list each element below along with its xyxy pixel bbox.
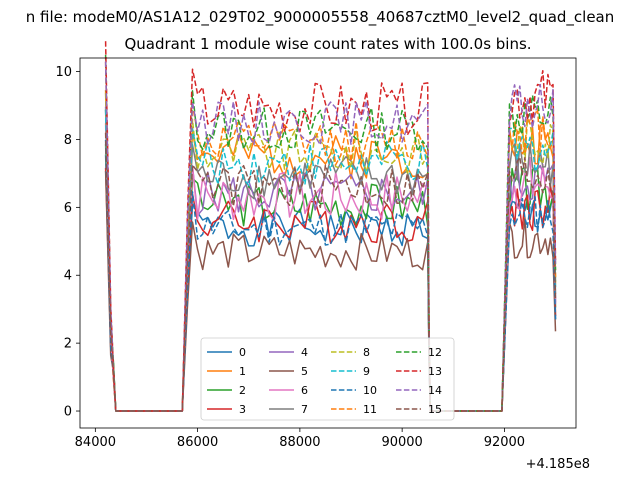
legend-label-1: 1 [239,365,246,378]
figure-suptitle: n file: modeM0/AS1A12_029T02_9000005558_… [25,8,615,26]
y-tick-label: 6 [64,201,72,216]
x-tick-label: 88000 [279,435,320,450]
y-tick-label: 10 [55,65,72,80]
legend-box [200,337,455,421]
y-axis: 0 2 4 6 8 10 [55,65,80,420]
plot-frame [79,57,577,429]
x-tick-label: 84000 [75,435,116,450]
x-tick-label: 86000 [177,435,218,450]
legend-label-11: 11 [363,403,377,416]
legend-label-7: 7 [301,403,308,416]
legend-label-0: 0 [239,346,246,359]
legend-label-13: 13 [428,365,442,378]
y-tick-label: 2 [64,337,72,352]
legend-label-6: 6 [301,384,308,397]
y-tick-label: 0 [64,405,72,420]
y-tick-label: 4 [64,269,72,284]
legend-label-5: 5 [301,365,308,378]
legend-label-9: 9 [363,365,370,378]
legend-label-2: 2 [239,384,246,397]
chart-title: Quadrant 1 module wise count rates with … [124,35,532,53]
legend-label-10: 10 [363,384,377,397]
x-offset-label: +4.185e8 [526,457,590,472]
series-line-15 [104,132,557,412]
legend-label-4: 4 [301,346,308,359]
x-tick-label: 90000 [381,435,422,450]
legend-label-8: 8 [363,346,370,359]
y-tick-label: 8 [64,133,72,148]
series-lines [104,41,557,412]
legend-label-12: 12 [428,346,442,359]
legend-label-3: 3 [239,403,246,416]
x-tick-label: 92000 [484,435,525,450]
legend-label-15: 15 [428,403,442,416]
x-axis: 84000 86000 88000 90000 92000 [75,428,525,450]
legend-label-14: 14 [428,384,442,397]
